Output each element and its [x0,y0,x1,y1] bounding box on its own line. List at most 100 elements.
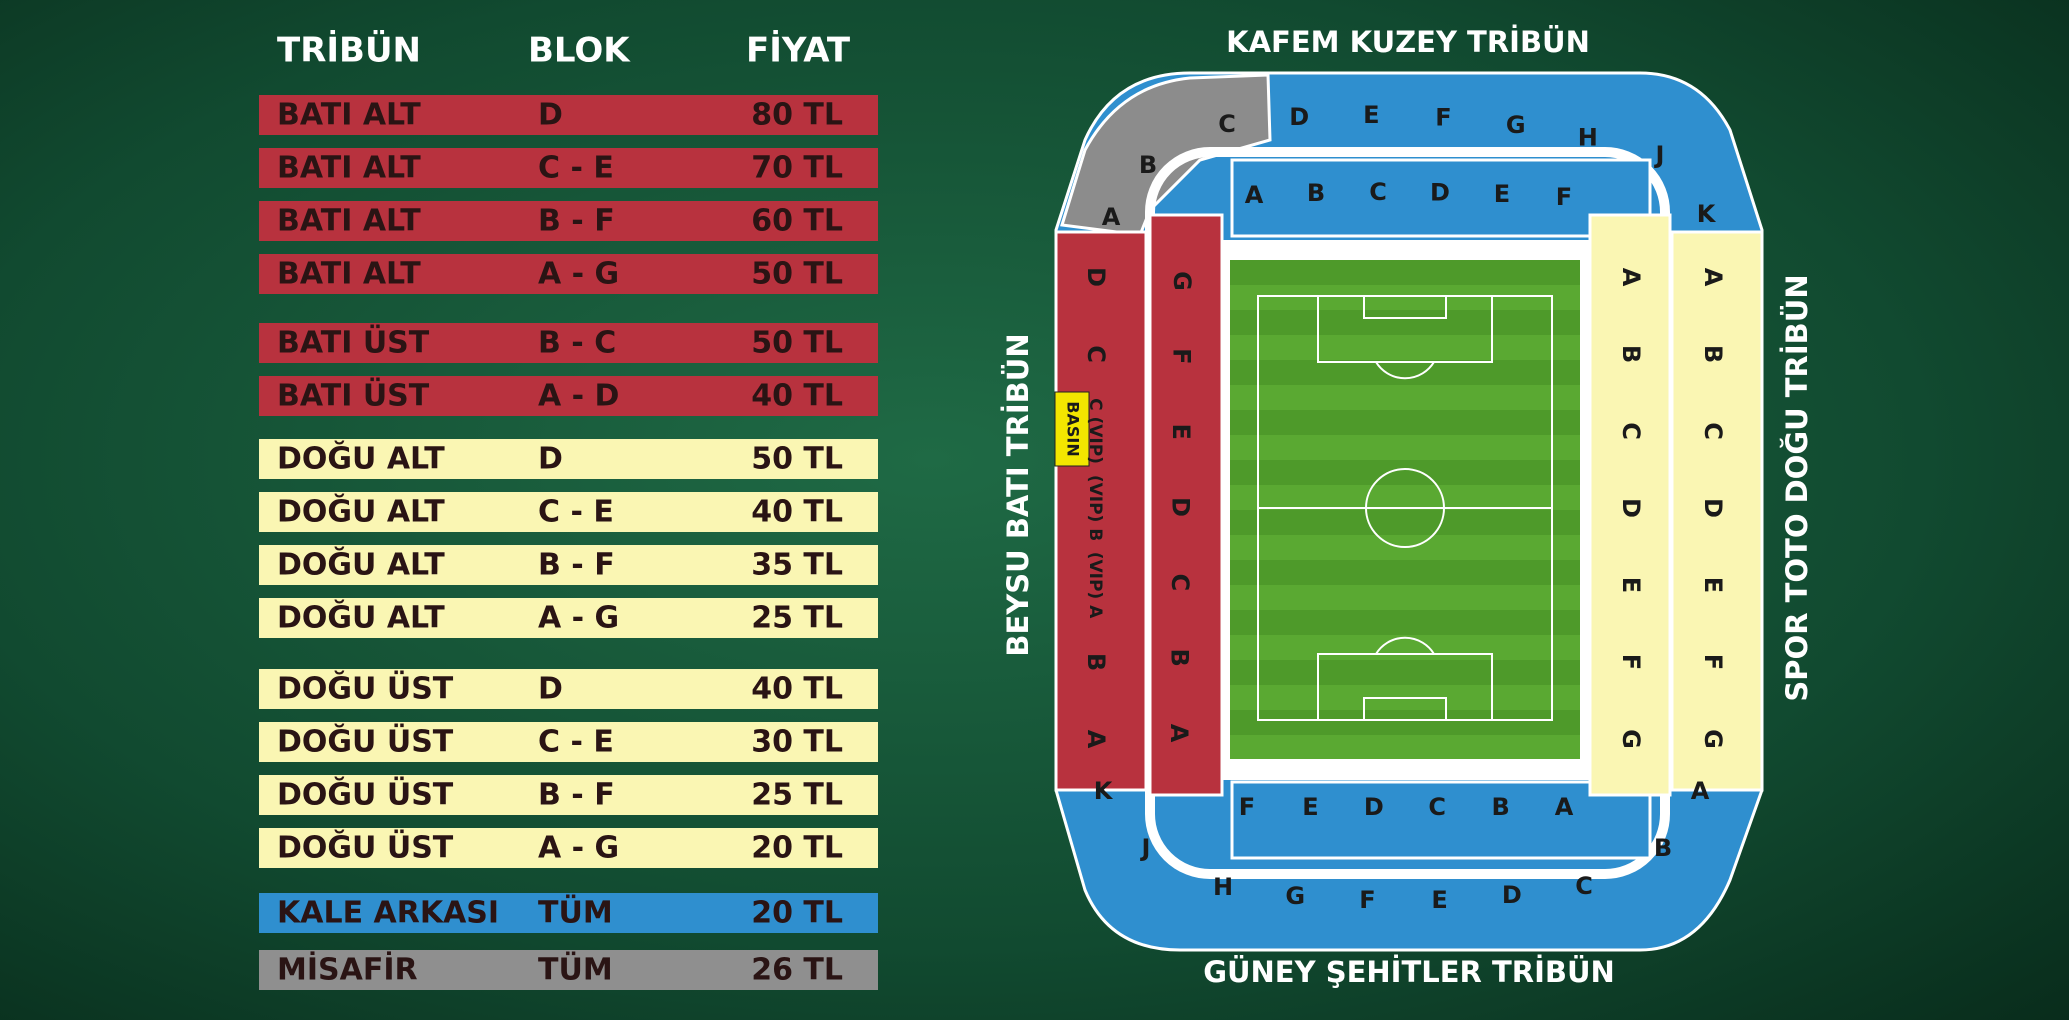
block-label: C [1617,422,1645,440]
block-label: C [1699,422,1727,440]
price-cell: 70 TL [751,151,843,186]
stadium: BASIN KAFEM KUZEY TRİBÜN GÜNEY ŞEHİTLER … [1001,25,1814,989]
block-label: C [1218,110,1236,138]
block-cell: A - D [538,379,619,414]
price-cell: 26 TL [751,953,843,988]
block-label: D [1617,498,1645,518]
block-label: A [1245,181,1264,209]
price-cell: 60 TL [751,204,843,239]
west-upper [1054,230,1148,792]
block-cell: B - F [538,548,615,583]
price-cell: 50 TL [751,257,843,292]
block-label: E [1167,423,1195,439]
pitch-stripes [1230,285,1580,759]
stand-title: SPOR TOTO DOĞU TRİBÜN [1780,274,1814,701]
tribune-cell: DOĞU ALT [277,493,445,530]
block-cell: C - E [538,495,614,530]
price-table: TRİBÜN BLOK FİYAT BATI ALT D 80 TL BATI ALT C -… [259,30,878,990]
column-header: BLOK [528,31,631,71]
stand-title: KAFEM KUZEY TRİBÜN [1226,25,1590,59]
block-label: B [1139,151,1157,179]
block-label: E [1431,886,1447,914]
block-label: A [1165,724,1193,743]
block-label: B [1654,834,1672,862]
price-cell: 25 TL [751,778,843,813]
block-label: F [1435,104,1451,132]
block-cell: A - G [538,601,619,636]
block-cell: TÜM [538,951,613,988]
block-label: F [1359,886,1375,914]
table-row [259,148,878,188]
block-label: C [1575,872,1593,900]
block-cell: C - E [538,151,614,186]
block-cell: A - G [538,831,619,866]
table-row [259,950,878,990]
tribune-cell: BATI ÜST [277,377,430,414]
block-label: B [1166,649,1194,667]
block-label: D [1167,497,1195,517]
block-label: G [1168,271,1196,291]
price-cell: 80 TL [751,98,843,133]
table-row [259,893,878,933]
block-cell: B - F [538,778,615,813]
tribune-cell: DOĞU ALT [277,599,445,636]
tribune-cell: BATI ALT [277,257,421,292]
block-label: D [1364,793,1384,821]
block-label: F [1168,348,1196,364]
price-cell: 30 TL [751,725,843,760]
tribune-cell: DOĞU ÜST [277,829,454,866]
east-lower [1588,213,1672,797]
column-header: TRİBÜN [277,30,421,71]
block-label: J [1654,141,1665,169]
block-label: J [1140,834,1151,862]
block-label: F [1239,793,1255,821]
block-label: A [1691,777,1710,805]
table-row [259,545,878,585]
table-row [259,95,878,135]
table-row [259,669,878,709]
block-label: C (VIP) [1085,398,1105,464]
column-header: FİYAT [746,30,851,71]
block-label: B [1617,345,1645,363]
price-cell: 40 TL [751,495,843,530]
block-label: H [1213,873,1233,901]
block-label: F [1556,183,1572,211]
table-row [259,201,878,241]
price-cell: 20 TL [751,896,843,931]
tribune-cell: DOĞU ÜST [277,776,454,813]
tribune-cell: BATI ALT [277,204,421,239]
block-label: B [1082,653,1110,671]
block-label: B [1491,793,1509,821]
block-label: D [1502,881,1522,909]
block-cell: B - C [538,326,616,361]
price-cell: 40 TL [751,379,843,414]
tribune-cell: DOĞU ÜST [277,670,454,707]
price-cell: 20 TL [751,831,843,866]
table-row [259,254,878,294]
block-label: A [1082,730,1110,749]
block-label: D [1289,103,1309,131]
price-cell: 25 TL [751,601,843,636]
pitch-lines [1257,295,1553,721]
stand-title: BEYSU BATI TRİBÜN [1001,333,1035,656]
block-label: (VIP) B [1085,475,1105,541]
block-label: G [1285,882,1305,910]
table-row [259,376,878,416]
press-label: BASIN [1064,401,1083,456]
block-cell: D [538,672,563,707]
block-label: G [1506,111,1526,139]
table-row [259,828,878,868]
block-label: G [1617,729,1645,749]
tribune-cell: KALE ARKASI [277,896,499,931]
block-label: C [1166,574,1194,592]
east-upper [1670,230,1764,792]
block-label: C [1369,178,1387,206]
block-cell: A - G [538,257,619,292]
south-lower [1230,780,1652,860]
block-label: B [1699,345,1727,363]
block-label: E [1363,101,1379,129]
block-label: K [1094,777,1114,805]
table-row [259,492,878,532]
